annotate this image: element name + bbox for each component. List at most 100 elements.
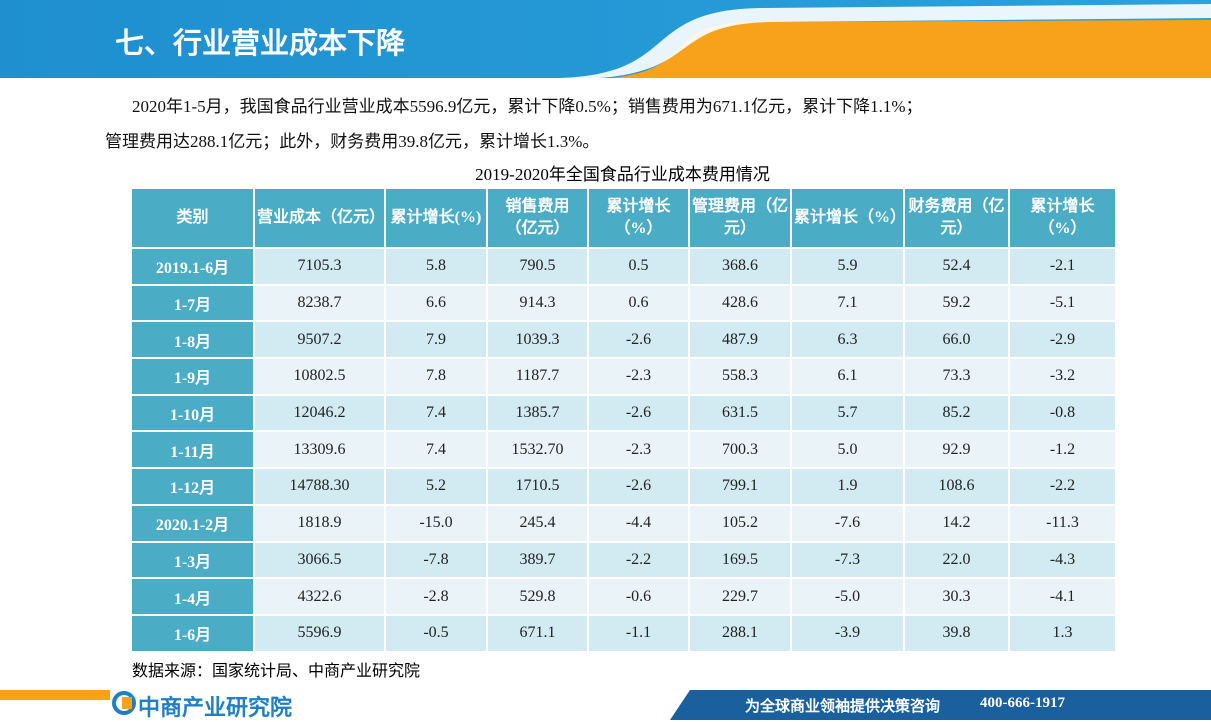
row-label: 1-12月 bbox=[130, 467, 255, 506]
data-table: 类别 营业成本（亿元） 累计增长(%) 销售费用（亿元） 累计增长（%） 管理费用（亿元）… bbox=[130, 187, 1117, 653]
table-row: 1-9月 10802.5 7.8 1187.7 -2.3 558.3 6.1 73.3 -3.2 bbox=[130, 357, 1117, 396]
table-cell: 1385.7 bbox=[486, 393, 589, 433]
table-cell: 73.3 bbox=[903, 357, 1010, 396]
table-cell: -2.6 bbox=[587, 393, 690, 433]
row-label: 1-8月 bbox=[130, 320, 255, 360]
table-cell: 1039.3 bbox=[486, 320, 589, 360]
row-label: 1-11月 bbox=[130, 430, 255, 470]
table-cell: 105.2 bbox=[688, 503, 792, 543]
table-cell: 8238.7 bbox=[253, 283, 386, 323]
table-cell: 108.6 bbox=[903, 467, 1010, 506]
table-cell: 13309.6 bbox=[253, 430, 386, 470]
table-cell: 7105.3 bbox=[253, 247, 386, 286]
table-cell: -15.0 bbox=[384, 503, 488, 543]
table-cell: 7.1 bbox=[790, 283, 905, 323]
table-cell: 229.7 bbox=[688, 577, 792, 616]
footer-slogan: 为全球商业领袖提供决策咨询 bbox=[745, 699, 941, 715]
table-cell: 6.3 bbox=[790, 320, 905, 360]
table-cell: 10802.5 bbox=[253, 357, 386, 396]
table-cell: -7.8 bbox=[384, 540, 488, 580]
row-label: 1-10月 bbox=[130, 393, 255, 433]
table-cell: 288.1 bbox=[688, 613, 792, 653]
table-cell: 700.3 bbox=[688, 430, 792, 470]
intro-line: 管理费用达288.1亿元；此外，财务费用39.8亿元，累计增长1.3%。 bbox=[105, 132, 600, 151]
table-cell: 790.5 bbox=[486, 247, 589, 286]
table-cell: -2.9 bbox=[1008, 320, 1117, 360]
table-cell: 12046.2 bbox=[253, 393, 386, 433]
table-cell: 39.8 bbox=[903, 613, 1010, 653]
table-cell: -11.3 bbox=[1008, 503, 1117, 543]
column-header: 营业成本（亿元） bbox=[253, 187, 386, 249]
table-cell: -7.6 bbox=[790, 503, 905, 543]
column-header: 管理费用（亿元） bbox=[688, 187, 792, 249]
column-header: 累计增长（%） bbox=[1008, 187, 1117, 249]
table-row: 1-3月 3066.5 -7.8 389.7 -2.2 169.5 -7.3 22.0 -4.3 bbox=[130, 540, 1117, 580]
header-row: 类别 营业成本（亿元） 累计增长(%) 销售费用（亿元） 累计增长（%） 管理费用（亿元）… bbox=[130, 187, 1117, 249]
table-row: 2019.1-6月 7105.3 5.8 790.5 0.5 368.6 5.9 52.4 -2… bbox=[130, 247, 1117, 286]
table-cell: -2.2 bbox=[587, 540, 690, 580]
column-header: 销售费用（亿元） bbox=[486, 187, 589, 249]
table-cell: -2.6 bbox=[587, 320, 690, 360]
table-cell: 30.3 bbox=[903, 577, 1010, 616]
table-cell: 529.8 bbox=[486, 577, 589, 616]
table-cell: 7.8 bbox=[384, 357, 488, 396]
table-cell: -4.4 bbox=[587, 503, 690, 543]
table-cell: -2.3 bbox=[587, 430, 690, 470]
slide-title: 七、行业营业成本下降 bbox=[115, 28, 406, 60]
table-cell: 5.2 bbox=[384, 467, 488, 506]
table-cell: 1.3 bbox=[1008, 613, 1117, 653]
column-header: 累计增长(%) bbox=[384, 187, 488, 249]
table-cell: 22.0 bbox=[903, 540, 1010, 580]
table-cell: -4.1 bbox=[1008, 577, 1117, 616]
table-cell: 66.0 bbox=[903, 320, 1010, 360]
table-cell: -2.6 bbox=[587, 467, 690, 506]
table-cell: -5.0 bbox=[790, 577, 905, 616]
table-cell: 0.6 bbox=[587, 283, 690, 323]
table-cell: 914.3 bbox=[486, 283, 589, 323]
table-cell: 7.9 bbox=[384, 320, 488, 360]
table-row: 1-7月 8238.7 6.6 914.3 0.6 428.6 7.1 59.2 -5.1 bbox=[130, 283, 1117, 323]
footer-brand: 中商产业研究院 bbox=[138, 696, 293, 721]
header-swoosh bbox=[560, 4, 1211, 78]
table-cell: 6.1 bbox=[790, 357, 905, 396]
table-cell: 3066.5 bbox=[253, 540, 386, 580]
table-cell: 7.4 bbox=[384, 393, 488, 433]
table-cell: 368.6 bbox=[688, 247, 792, 286]
table-cell: 631.5 bbox=[688, 393, 792, 433]
table-cell: 389.7 bbox=[486, 540, 589, 580]
table-cell: 558.3 bbox=[688, 357, 792, 396]
table-cell: -0.8 bbox=[1008, 393, 1117, 433]
footer-bar bbox=[0, 690, 1211, 720]
row-label: 1-9月 bbox=[130, 357, 255, 396]
row-label: 2020.1-2月 bbox=[130, 503, 255, 543]
table-cell: 5596.9 bbox=[253, 613, 386, 653]
source-note: 数据来源：国家统计局、中商产业研究院 bbox=[132, 663, 421, 680]
column-header: 类别 bbox=[130, 187, 255, 249]
table-cell: 799.1 bbox=[688, 467, 792, 506]
row-label: 1-4月 bbox=[130, 577, 255, 616]
table-cell: 1.9 bbox=[790, 467, 905, 506]
table-cell: -3.9 bbox=[790, 613, 905, 653]
table-row: 1-11月 13309.6 7.4 1532.70 -2.3 700.3 5.0 92.9 -1… bbox=[130, 430, 1117, 470]
table-row: 2020.1-2月 1818.9 -15.0 245.4 -4.4 105.2 -7.6 14… bbox=[130, 503, 1117, 543]
table-cell: 1818.9 bbox=[253, 503, 386, 543]
row-label: 2019.1-6月 bbox=[130, 247, 255, 286]
table-cell: 5.0 bbox=[790, 430, 905, 470]
table-cell: 59.2 bbox=[903, 283, 1010, 323]
column-header: 累计增长（%） bbox=[587, 187, 690, 249]
row-label: 1-7月 bbox=[130, 283, 255, 323]
table-cell: 92.9 bbox=[903, 430, 1010, 470]
table-cell: -5.1 bbox=[1008, 283, 1117, 323]
table-cell: 5.9 bbox=[790, 247, 905, 286]
table-cell: 1187.7 bbox=[486, 357, 589, 396]
table-cell: 6.6 bbox=[384, 283, 488, 323]
table-cell: 169.5 bbox=[688, 540, 792, 580]
table-cell: 14.2 bbox=[903, 503, 1010, 543]
header-band bbox=[0, 0, 1211, 78]
table-cell: -2.3 bbox=[587, 357, 690, 396]
table-cell: 1710.5 bbox=[486, 467, 589, 506]
column-header: 财务费用（亿元） bbox=[903, 187, 1010, 249]
intro-line: 2020年1-5月，我国食品行业营业成本5596.9亿元，累计下降0.5%；销售… bbox=[132, 97, 923, 116]
row-label: 1-3月 bbox=[130, 540, 255, 580]
